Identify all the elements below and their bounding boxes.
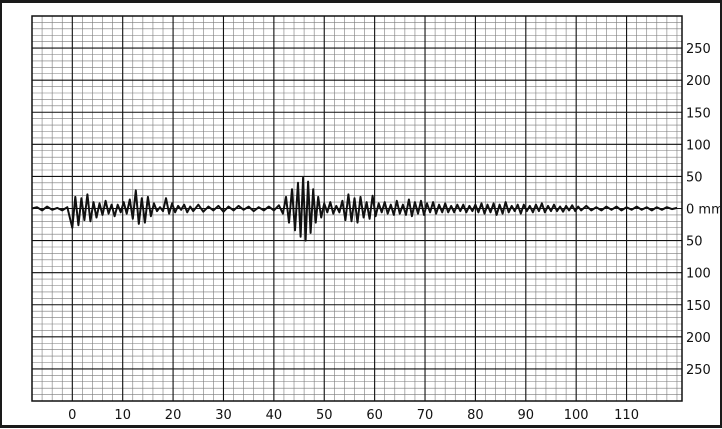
x-tick-label: 40 [266, 408, 283, 423]
y-tick-label: 0 mm [686, 203, 720, 218]
y-tick-label: 250 [686, 42, 711, 57]
x-tick-label: 10 [114, 408, 131, 423]
x-tick-label: 110 [614, 408, 639, 423]
y-tick-label: 100 [686, 138, 711, 153]
y-tick-label: 250 [686, 363, 711, 378]
x-tick-label: 30 [215, 408, 232, 423]
x-tick-label: 100 [564, 408, 589, 423]
y-tick-label: 50 [686, 170, 703, 185]
x-tick-label: 60 [366, 408, 383, 423]
x-tick-label: 80 [467, 408, 484, 423]
y-tick-label: 200 [686, 331, 711, 346]
y-tick-label: 100 [686, 267, 711, 282]
y-tick-label: 150 [686, 106, 711, 121]
chart: 0 10 20 30 40 50 60 70 80 90 100 110 250 200 150 100 50… [31, 15, 722, 423]
x-tick-label: 70 [417, 408, 434, 423]
series-line-0 [31, 176, 678, 242]
x-tick-label: 0 [68, 408, 76, 423]
x-tick-label: 50 [316, 408, 333, 423]
y-tick-label: 150 [686, 299, 711, 314]
y-tick-label: 200 [686, 74, 711, 89]
y-tick-labels: 250 200 150 100 50 0 mm 50 100 150 200 250 [686, 42, 722, 378]
x-tick-label: 90 [518, 408, 535, 423]
series-group [31, 176, 678, 242]
x-tick-labels: 0 10 20 30 40 50 60 70 80 90 100 110 [68, 408, 639, 423]
y-tick-label: 50 [686, 235, 703, 250]
x-tick-label: 20 [165, 408, 182, 423]
